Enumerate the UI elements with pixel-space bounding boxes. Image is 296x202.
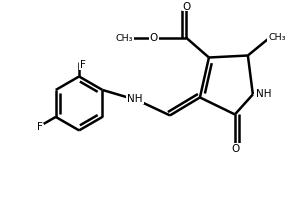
Text: CH₃: CH₃ — [268, 33, 286, 42]
Text: O: O — [232, 144, 240, 154]
Text: O: O — [183, 2, 191, 12]
Text: F: F — [37, 121, 43, 131]
Text: NH: NH — [127, 94, 143, 104]
Text: F: F — [80, 60, 86, 70]
Text: O: O — [150, 32, 158, 42]
Text: NH: NH — [256, 89, 272, 99]
Text: CH₃: CH₃ — [115, 34, 133, 43]
